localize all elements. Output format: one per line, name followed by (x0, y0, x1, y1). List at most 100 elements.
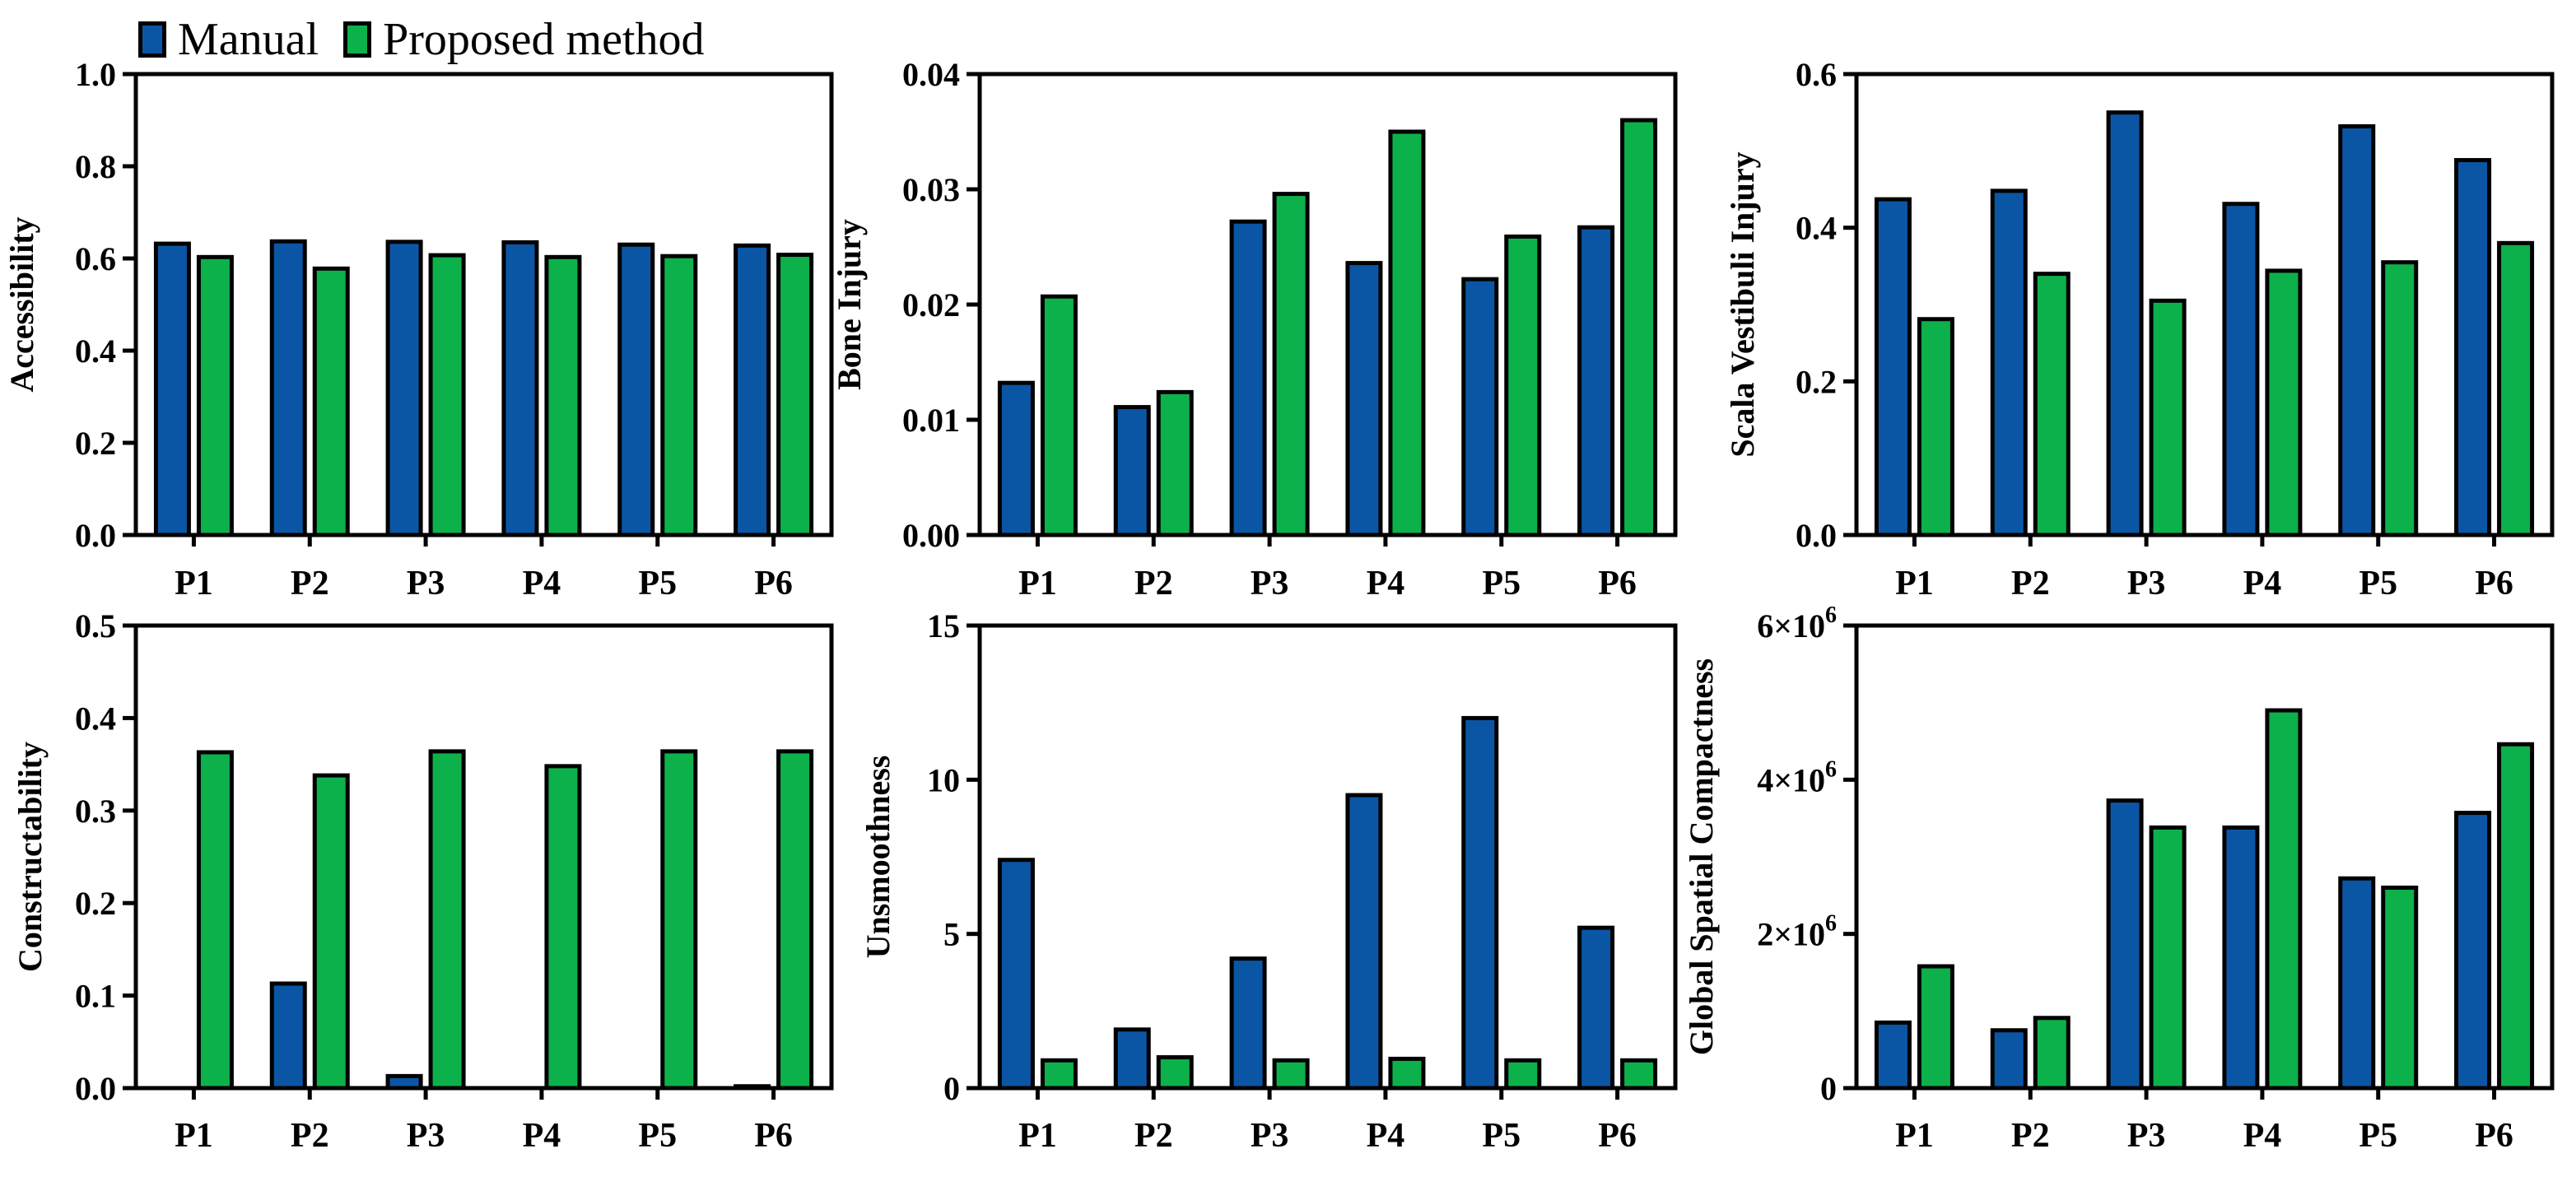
chart-3: 0.0 0.2 0.4 0.6 P1 P2 P3 P4 P5 P6 Scala Vestibuli … (1724, 56, 2555, 602)
bar-manual-p2 (1113, 1027, 1151, 1091)
plot-frame (1854, 72, 2555, 537)
y-tick-label: 0.5 (75, 607, 116, 644)
bar-manual-p3 (385, 240, 423, 537)
bar-proposed-p3 (1272, 1058, 1310, 1091)
chart-1: 0.0 0.2 0.4 0.6 0.8 1.0 P1 P2 P3 P4 P5 P6 Accessibil… (3, 56, 834, 602)
bar-proposed-p4 (1388, 1056, 1426, 1091)
bar-proposed-p2 (2033, 272, 2071, 537)
bar-proposed-p1 (1040, 294, 1078, 537)
bar-proposed-p3 (2149, 298, 2187, 537)
x-tick-label: P1 (1018, 565, 1057, 602)
bar-manual-p4 (1345, 793, 1383, 1091)
y-tick-label: 0 (1820, 1070, 1837, 1107)
y-tick-label: 0.2 (75, 885, 116, 922)
x-tick-label: P3 (2127, 565, 2166, 602)
bar-proposed-p2 (1156, 389, 1194, 537)
bar-proposed-p5 (660, 254, 698, 537)
bar-proposed-p6 (2497, 240, 2535, 537)
x-tick-label: P4 (2243, 565, 2282, 602)
x-tick-label: P6 (1598, 1117, 1637, 1155)
bar-manual-p2 (269, 239, 307, 537)
bar-manual-p6 (2454, 811, 2492, 1091)
legend-swatch-proposed (343, 21, 372, 58)
bar-proposed-p1 (1040, 1058, 1078, 1091)
bar-manual-p4 (1345, 261, 1383, 537)
bar-proposed-p4 (1388, 129, 1426, 537)
bar-manual-p5 (2338, 123, 2376, 537)
legend-label-manual: Manual (178, 14, 319, 65)
y-tick-label: 0.2 (75, 425, 116, 462)
x-tick-label: P5 (638, 565, 677, 602)
x-tick-label: P6 (754, 565, 793, 602)
bar-proposed-p3 (428, 253, 466, 537)
x-tick-label: P1 (1895, 565, 1934, 602)
x-tick-label: P5 (2359, 565, 2397, 602)
bar-proposed-p6 (2497, 742, 2535, 1091)
x-tick-label: P2 (1134, 565, 1173, 602)
bar-proposed-p2 (312, 266, 350, 537)
bar-manual-p2 (269, 981, 307, 1091)
x-tick-label: P1 (1895, 1117, 1934, 1155)
y-tick-label: 0.0 (1796, 517, 1837, 554)
bar-manual-p1 (1874, 197, 1912, 537)
bar-manual-p2 (1113, 405, 1151, 537)
chart-4: 0.0 0.1 0.2 0.3 0.4 0.5 P1 P2 P3 P4 P5 P6 Constructa… (12, 607, 834, 1155)
x-tick-label: P2 (2011, 565, 2050, 602)
bar-manual-p1 (153, 241, 191, 537)
y-tick-label: 0.6 (75, 240, 116, 277)
bar-proposed-p5 (660, 749, 698, 1091)
bar-proposed-p3 (2149, 825, 2187, 1091)
bar-manual-p6 (734, 243, 771, 537)
plot-frame (977, 623, 1678, 1091)
x-tick-label: P3 (407, 1117, 445, 1155)
y-tick-label: 15 (927, 607, 960, 644)
bar-proposed-p5 (2381, 260, 2419, 537)
bar-proposed-p4 (2265, 708, 2303, 1091)
bar-manual-p4 (2222, 202, 2260, 537)
x-tick-label: P1 (175, 565, 213, 602)
x-tick-label: P4 (2243, 1117, 2282, 1155)
y-tick-label: 5 (943, 916, 960, 953)
y-tick-label: 0.4 (75, 700, 116, 737)
legend-item-manual[interactable]: Manual (138, 16, 319, 63)
chart-5: 0 5 10 15 P1 P2 P3 P4 P5 P6 Unsmoothness (859, 607, 1678, 1155)
bar-manual-p3 (1229, 219, 1267, 537)
x-tick-label: P1 (175, 1117, 213, 1155)
y-tick-label: 0.2 (1796, 363, 1837, 400)
bar-manual-p5 (617, 242, 655, 537)
bar-proposed-p3 (428, 749, 466, 1091)
y-axis-label: Accessibility (3, 216, 40, 392)
bar-manual-p6 (2454, 158, 2492, 537)
y-tick-label: 0.4 (75, 333, 116, 370)
bar-proposed-p2 (312, 773, 350, 1091)
bar-manual-p3 (2106, 798, 2144, 1091)
y-tick-label: 0.1 (75, 978, 116, 1015)
y-tick-label: 0.00 (902, 517, 960, 554)
x-tick-label: P3 (1251, 565, 1289, 602)
y-axis-label: Constructability (12, 742, 49, 972)
y-tick-label: 0.03 (902, 171, 960, 208)
x-tick-label: P3 (1251, 1117, 1289, 1155)
bar-proposed-p4 (544, 254, 582, 537)
bar-proposed-p3 (1272, 192, 1310, 537)
y-tick-label: 0.02 (902, 286, 960, 323)
legend-swatch-manual (138, 21, 166, 58)
y-tick-label: 0.4 (1796, 210, 1837, 247)
bar-proposed-p1 (1917, 964, 1954, 1091)
bar-manual-p2 (1990, 1028, 2028, 1091)
legend-item-proposed[interactable]: Proposed method (343, 16, 704, 63)
x-tick-label: P2 (291, 565, 329, 602)
x-tick-label: P4 (523, 565, 561, 602)
x-tick-label: P1 (1018, 1117, 1057, 1155)
bar-proposed-p2 (2033, 1016, 2071, 1091)
bar-manual-p5 (1461, 277, 1499, 537)
x-tick-label: P6 (754, 1117, 793, 1155)
plot-frame (977, 72, 1678, 537)
x-tick-label: P2 (2011, 1117, 2050, 1155)
bar-proposed-p1 (1917, 317, 1954, 537)
bar-manual-p6 (1577, 925, 1615, 1091)
x-tick-label: P3 (2127, 1117, 2166, 1155)
bar-proposed-p1 (196, 750, 234, 1091)
bar-manual-p1 (997, 858, 1035, 1091)
